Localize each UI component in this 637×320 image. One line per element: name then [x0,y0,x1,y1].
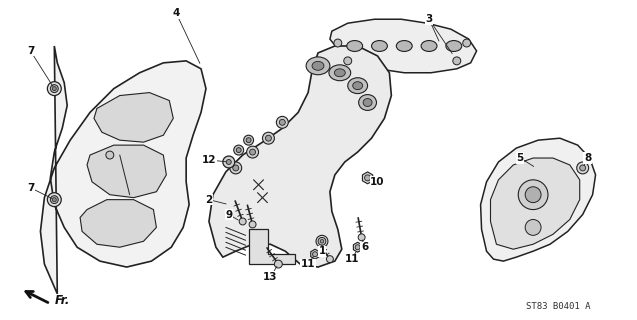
Polygon shape [362,172,373,184]
Polygon shape [87,145,166,198]
Ellipse shape [347,41,362,52]
Ellipse shape [446,41,462,52]
Circle shape [280,119,285,125]
Circle shape [580,165,585,171]
Text: 11: 11 [345,254,359,264]
Polygon shape [248,229,295,264]
Ellipse shape [421,41,437,52]
Text: 11: 11 [301,259,315,269]
Circle shape [246,138,251,143]
Ellipse shape [312,61,324,70]
Ellipse shape [396,41,412,52]
Polygon shape [80,200,157,247]
Circle shape [276,116,289,128]
Circle shape [262,132,275,144]
Circle shape [52,87,56,91]
Circle shape [226,159,231,164]
Polygon shape [311,249,319,259]
Text: 12: 12 [202,155,216,165]
Circle shape [318,237,326,245]
Circle shape [47,82,61,96]
Circle shape [358,234,365,241]
Polygon shape [480,138,596,261]
Circle shape [234,145,244,155]
Text: 2: 2 [205,195,213,205]
Circle shape [525,220,541,235]
Circle shape [326,256,333,263]
Circle shape [275,260,282,268]
Ellipse shape [329,65,351,81]
Circle shape [52,198,56,202]
Circle shape [247,146,259,158]
Circle shape [233,165,239,171]
Text: 8: 8 [584,153,591,163]
Ellipse shape [353,82,362,90]
Text: 1: 1 [318,246,326,256]
Circle shape [275,260,282,268]
Ellipse shape [306,57,330,75]
Circle shape [313,252,317,257]
Text: 7: 7 [27,46,34,56]
Circle shape [576,162,589,174]
Circle shape [344,57,352,65]
Ellipse shape [363,99,372,107]
Ellipse shape [359,95,376,110]
Ellipse shape [348,78,368,93]
Ellipse shape [334,69,345,77]
Text: 6: 6 [361,242,368,252]
Text: 4: 4 [173,8,180,18]
Circle shape [355,245,360,250]
Text: 9: 9 [225,210,233,220]
Text: 13: 13 [263,272,278,282]
Circle shape [266,135,271,141]
Text: 5: 5 [517,153,524,163]
Circle shape [240,218,246,225]
Polygon shape [94,92,173,142]
Circle shape [223,156,234,168]
Circle shape [334,39,342,47]
Circle shape [453,57,461,65]
Circle shape [316,235,328,247]
Circle shape [50,196,58,204]
Polygon shape [40,46,206,294]
Circle shape [50,85,58,92]
Circle shape [250,149,255,155]
Circle shape [236,148,241,153]
Polygon shape [209,46,391,267]
Text: 7: 7 [27,183,34,193]
Polygon shape [354,242,362,252]
Circle shape [320,239,324,243]
Circle shape [47,193,61,207]
Circle shape [244,135,254,145]
Circle shape [519,180,548,210]
Circle shape [364,175,371,181]
Circle shape [525,187,541,203]
Text: 3: 3 [426,14,433,24]
Text: Fr.: Fr. [54,294,69,307]
Text: ST83 B0401 A: ST83 B0401 A [526,302,590,311]
Ellipse shape [371,41,387,52]
Polygon shape [490,158,580,249]
Circle shape [462,39,471,47]
Circle shape [106,151,114,159]
Polygon shape [330,19,476,73]
Text: 10: 10 [370,177,385,187]
Circle shape [249,221,256,228]
Circle shape [230,162,241,174]
Circle shape [224,157,234,167]
